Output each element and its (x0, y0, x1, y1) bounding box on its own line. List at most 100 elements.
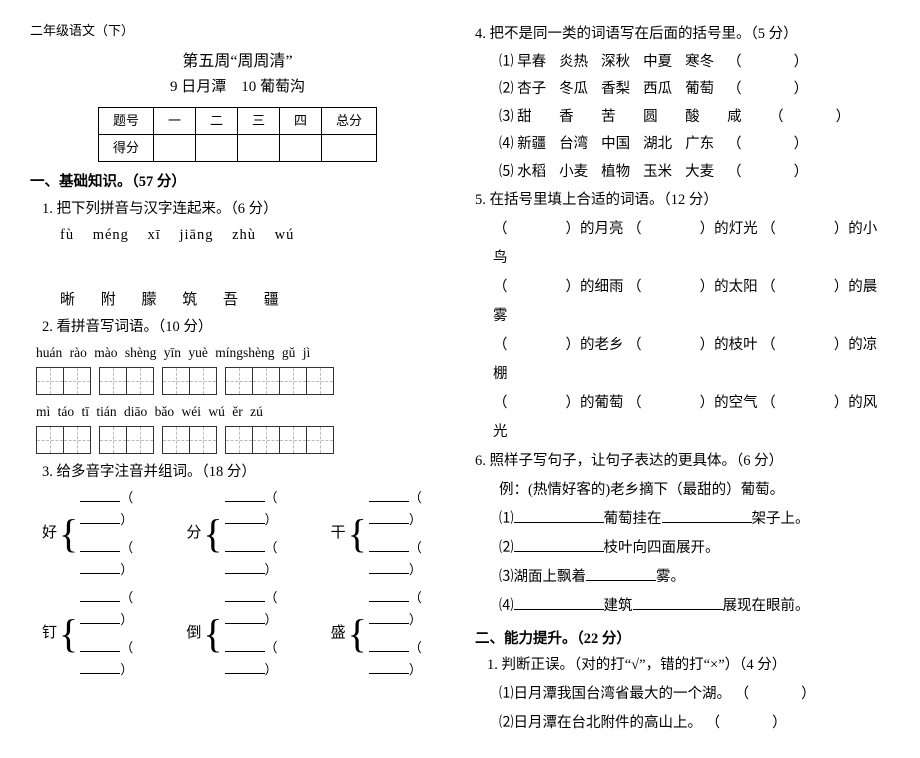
blank-field[interactable] (80, 509, 120, 524)
word: 葡萄 (685, 76, 727, 104)
write-box[interactable] (253, 427, 280, 453)
write-box[interactable] (226, 427, 253, 453)
q6-4-end: 展现在眼前。 (723, 598, 810, 614)
lesson-a: 9 日月潭 (170, 79, 226, 95)
row-num: ⑵ (499, 81, 514, 97)
write-box[interactable] (37, 368, 64, 394)
poly-item: 盛 { （） （） (331, 587, 445, 681)
score-cell[interactable] (195, 134, 237, 161)
score-table: 题号 一 二 三 四 总分 得分 (98, 107, 377, 162)
poly-char: 干 (331, 521, 346, 547)
word: 大麦 (685, 159, 727, 187)
fill-suffix: 的枝叶 (714, 337, 761, 353)
row-num: ⑶ (499, 109, 514, 125)
blank-field[interactable] (369, 587, 409, 602)
write-box[interactable] (280, 368, 307, 394)
blank-field[interactable] (225, 637, 265, 652)
blank-field[interactable] (80, 559, 120, 574)
blank-field[interactable] (80, 587, 120, 602)
write-box[interactable] (37, 427, 64, 453)
blank-field[interactable] (633, 595, 723, 610)
word: 苦 (601, 104, 643, 132)
write-box[interactable] (190, 368, 216, 394)
write-box[interactable] (100, 427, 127, 453)
q3-label: 3. 给多音字注音并组词。（18 分） (42, 460, 445, 485)
word: 小麦 (559, 159, 601, 187)
write-box[interactable] (163, 427, 190, 453)
blank-field[interactable] (369, 637, 409, 652)
score-row-label: 得分 (98, 134, 153, 161)
word: 中国 (601, 131, 643, 159)
blank-field[interactable] (80, 659, 120, 674)
blank-field[interactable] (225, 537, 265, 552)
row-num: ⑷ (499, 136, 514, 152)
write-box[interactable] (307, 368, 333, 394)
write-box[interactable] (127, 427, 153, 453)
poly-char: 钉 (42, 621, 57, 647)
blank-field[interactable] (369, 559, 409, 574)
q5-row: （）的细雨 （）的太阳 （）的晨雾 (493, 273, 890, 331)
score-cell[interactable] (322, 134, 377, 161)
blank-field[interactable] (80, 537, 120, 552)
worksheet-title: 第五周“周周清” (30, 48, 445, 75)
blank-field[interactable] (369, 487, 409, 502)
blank-field[interactable] (225, 587, 265, 602)
write-box[interactable] (190, 427, 216, 453)
blank-field[interactable] (80, 487, 120, 502)
q2-pinyin-row1: huán rào mào shèng yīn yuè míngshèng gǔ … (36, 342, 445, 365)
poly-item: 好 { （） （） (42, 487, 156, 581)
q2-boxes-row1 (36, 367, 445, 395)
blank-field[interactable] (225, 487, 265, 502)
blank-field[interactable] (225, 509, 265, 524)
blank-field[interactable] (369, 509, 409, 524)
blank-field[interactable] (662, 508, 752, 523)
q1-hanzi: 晰 附 朦 筑 吾 疆 (60, 288, 445, 314)
blank-field[interactable] (80, 637, 120, 652)
word: 湖北 (643, 131, 685, 159)
blank-field[interactable] (225, 609, 265, 624)
q2-pinyin-row2: mì táo tī tián diāo bǎo wéi wú ěr zú (36, 401, 445, 424)
word: 中夏 (643, 49, 685, 77)
write-box[interactable] (64, 427, 90, 453)
blank-field[interactable] (225, 559, 265, 574)
score-cell[interactable] (238, 134, 280, 161)
q6-1-num: ⑴ (499, 511, 514, 527)
word: 寒冬 (685, 49, 727, 77)
write-box[interactable] (280, 427, 307, 453)
write-box[interactable] (64, 368, 90, 394)
word: 新疆 (517, 131, 559, 159)
score-cell[interactable] (280, 134, 322, 161)
poly-item: 钉 { （） （） (42, 587, 156, 681)
brace-icon: { (59, 518, 78, 550)
write-box[interactable] (307, 427, 333, 453)
write-box[interactable] (226, 368, 253, 394)
q5-row: （）的月亮 （）的灯光 （）的小鸟 (493, 215, 890, 273)
q4-row: ⑶ 甜香苦圆酸咸（） (499, 104, 890, 132)
write-box[interactable] (100, 368, 127, 394)
blank-field[interactable] (514, 595, 604, 610)
poly-item: 分 { （） （） (186, 487, 300, 581)
section-2-head: 二、能力提升。（22 分） (475, 627, 890, 652)
judge-item-1: ⑴日月潭我国台湾省最大的一个湖。 (499, 686, 731, 702)
blank-field[interactable] (586, 566, 656, 581)
row-num: ⑸ (499, 164, 514, 180)
q6-3-end: 雾。 (656, 569, 685, 585)
th-5: 总分 (322, 107, 377, 134)
blank-field[interactable] (225, 659, 265, 674)
blank-field[interactable] (369, 537, 409, 552)
brace-icon: { (203, 518, 222, 550)
s2q1-label: 1. 判断正误。（对的打“√”，错的打“×”）（4 分） (487, 653, 890, 678)
write-box[interactable] (253, 368, 280, 394)
blank-field[interactable] (80, 609, 120, 624)
th-0: 题号 (98, 107, 153, 134)
blank-field[interactable] (514, 508, 604, 523)
fill-suffix: 的太阳 (714, 279, 761, 295)
q5-label: 5. 在括号里填上合适的词语。（12 分） (475, 188, 890, 213)
blank-field[interactable] (514, 537, 604, 552)
score-cell[interactable] (153, 134, 195, 161)
write-box[interactable] (127, 368, 153, 394)
blank-field[interactable] (369, 659, 409, 674)
word: 杏子 (517, 76, 559, 104)
blank-field[interactable] (369, 609, 409, 624)
write-box[interactable] (163, 368, 190, 394)
